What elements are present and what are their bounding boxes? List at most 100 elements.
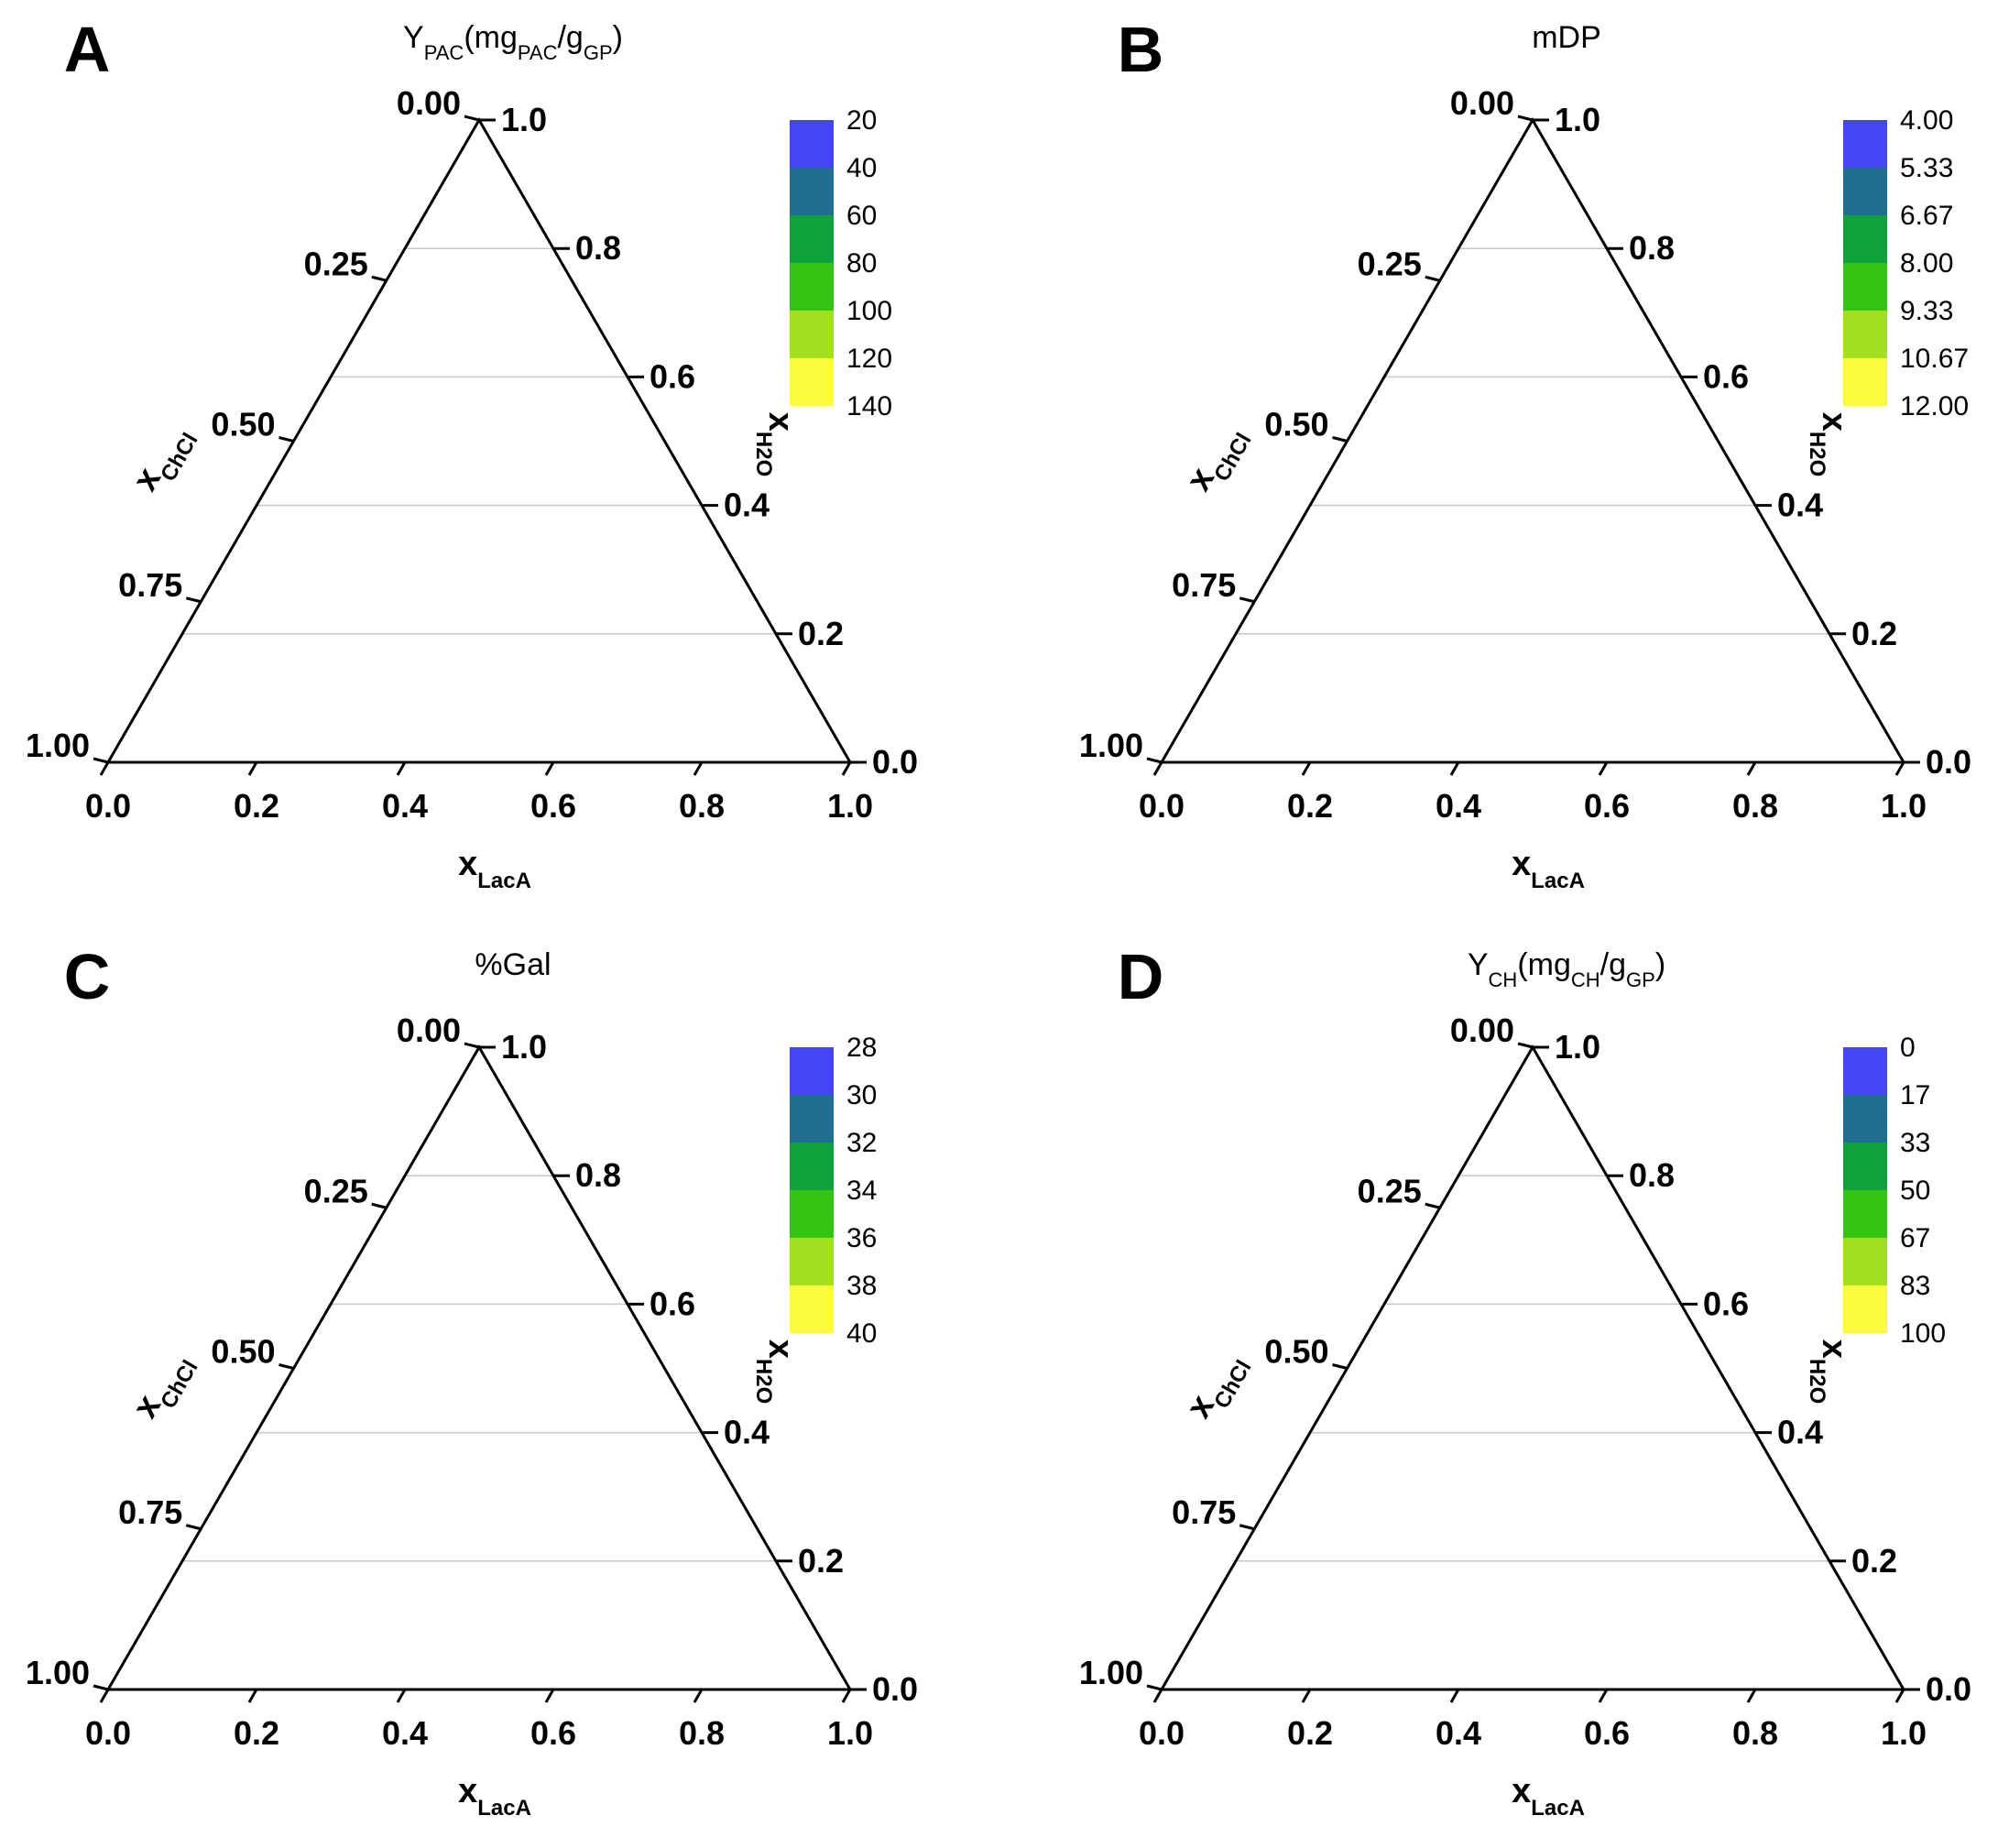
left-tick-label: 0.50 (211, 406, 275, 443)
axis-var: x (1815, 412, 1853, 432)
right-tick-label: 1.0 (501, 1028, 547, 1066)
colorbar-label: 36 (846, 1223, 877, 1253)
bottom-tick-label: 0.4 (382, 787, 428, 825)
left-tick (1146, 757, 1163, 764)
left-tick (1517, 1042, 1534, 1049)
title-part-s2: PAC (518, 41, 558, 64)
left-tick-label: 0.75 (1172, 566, 1236, 604)
ternary-chart: A YPAC(mgPAC/gGP)0.0 0.2 0.4 0.6 0.8 1.0xLacA0… (26, 14, 918, 893)
colorbar-swatch (1843, 1143, 1887, 1190)
colorbar-label: 8.00 (1900, 248, 1953, 279)
axis-sub: ChCl (1209, 1356, 1256, 1413)
colorbar-swatch (1843, 358, 1887, 406)
left-tick-label: 0.75 (118, 566, 182, 604)
bottom-tick-label: 0.8 (1732, 1714, 1778, 1752)
colorbar-swatch (790, 358, 834, 406)
chart-title: YPAC(mgPAC/gGP) (403, 20, 623, 64)
colorbar-swatch (790, 311, 834, 358)
left-tick (371, 1202, 388, 1209)
colorbar-label: 30 (846, 1080, 877, 1110)
bottom-tick-label: 0.0 (85, 787, 131, 825)
colorbar-swatch (1843, 215, 1887, 263)
left-tick (1146, 1684, 1163, 1691)
colorbar: 4.00 5.33 6.67 8.00 9.33 10.67 12.00 (1843, 105, 1969, 421)
bottom-tick (1449, 761, 1460, 776)
right-tick-label: 1.0 (1555, 1028, 1600, 1066)
colorbar-label: 50 (1900, 1176, 1930, 1206)
bottom-tick (1301, 1689, 1312, 1703)
axis-var: x (1512, 1772, 1531, 1810)
axis-var: x (761, 412, 800, 432)
right-tick-label: 0.4 (1777, 487, 1823, 524)
bottom-tick (396, 1689, 407, 1703)
colorbar-swatch (790, 168, 834, 215)
x-chcl-axis-label: xChCl (1179, 417, 1256, 502)
right-tick-label: 0.4 (724, 1414, 770, 1451)
axis-var: x (1815, 1340, 1853, 1359)
colorbar: 20 40 60 80 100 120 140 (790, 105, 892, 421)
bottom-tick-label: 0.2 (1287, 787, 1333, 825)
left-tick (1425, 1202, 1441, 1209)
right-tick-label: 1.0 (1555, 101, 1600, 138)
left-tick-label: 0.00 (1450, 84, 1514, 122)
colorbar-swatch (790, 263, 834, 311)
colorbar-swatch (1843, 263, 1887, 311)
bottom-tick-label: 1.0 (1881, 1714, 1927, 1752)
title-part-s1: CH (1489, 968, 1518, 991)
bottom-tick (1301, 761, 1312, 776)
bottom-tick-label: 0.2 (234, 1714, 279, 1752)
bottom-tick (1746, 1689, 1757, 1703)
title-part-slash: /g (557, 20, 583, 55)
bottom-tick (1152, 761, 1163, 776)
colorbar-label: 6.67 (1900, 201, 1953, 231)
left-tick-label: 0.50 (1264, 1333, 1328, 1371)
axis-sub: ChCl (156, 429, 202, 486)
right-tick-label: 0.0 (1926, 743, 1971, 781)
title-part-s2: CH (1571, 968, 1600, 991)
colorbar-label: 67 (1900, 1223, 1930, 1253)
axis-sub: LacA (477, 1796, 531, 1821)
panel-d: D YCH(mgCH/gGP) 0.0 0.2 0.4 0.6 0.8 1.0 xLacA 0.0… (1054, 927, 1998, 1843)
colorbar-swatch (1843, 1095, 1887, 1143)
bottom-tick-label: 0.4 (1436, 1714, 1481, 1752)
bottom-tick-label: 0.2 (1287, 1714, 1333, 1752)
right-tick-label: 0.6 (650, 357, 695, 395)
right-tick-label: 0.2 (1851, 615, 1897, 652)
bottom-tick-label: 0.2 (234, 787, 279, 825)
left-tick-label: 0.75 (118, 1493, 182, 1531)
bottom-tick (99, 1689, 110, 1703)
x-h2o-axis-label: xH2O (1806, 412, 1854, 477)
left-tick-label: 0.00 (397, 1011, 461, 1049)
left-tick (1239, 1524, 1255, 1531)
colorbar-swatch (1843, 1285, 1887, 1333)
left-tick-label: 0.00 (1450, 1011, 1514, 1049)
bottom-tick-label: 0.8 (679, 787, 725, 825)
ternary-chart: D YCH(mgCH/gGP)0.0 0.2 0.4 0.6 0.8 1.0xLacA0.0… (1079, 941, 1971, 1821)
x-chcl-axis-label: xChCl (126, 417, 202, 502)
axis-sub: ChCl (156, 1356, 202, 1413)
right-tick-label: 0.8 (575, 229, 621, 267)
chart-title: %Gal (475, 947, 551, 982)
left-tick (464, 1042, 480, 1049)
colorbar: 28 30 32 34 36 38 40 (790, 1033, 877, 1349)
right-tick-label: 0.4 (724, 487, 770, 524)
left-tick-label: 1.00 (26, 1654, 90, 1691)
axis-var: x (458, 1772, 477, 1810)
colorbar-label: 80 (846, 248, 877, 279)
colorbar-label: 60 (846, 201, 877, 231)
colorbar-label: 140 (846, 391, 892, 421)
x-chcl-axis-label: xChCl (1179, 1344, 1256, 1429)
colorbar-swatch (790, 1143, 834, 1190)
bottom-tick-label: 0.8 (1732, 787, 1778, 825)
colorbar-label: 0 (1900, 1033, 1916, 1063)
colorbar-label: 40 (846, 153, 877, 183)
right-tick-label: 0.2 (1851, 1542, 1897, 1580)
left-tick-label: 1.00 (1079, 727, 1143, 764)
right-tick-label: 0.4 (1777, 1414, 1823, 1451)
right-tick-label: 0.8 (1629, 1156, 1675, 1194)
title-part-mid: (mg (464, 20, 518, 55)
panel-letter: C (64, 941, 111, 1012)
right-tick-label: 0.6 (1703, 357, 1749, 395)
title-part-mid: (mg (1517, 947, 1571, 982)
